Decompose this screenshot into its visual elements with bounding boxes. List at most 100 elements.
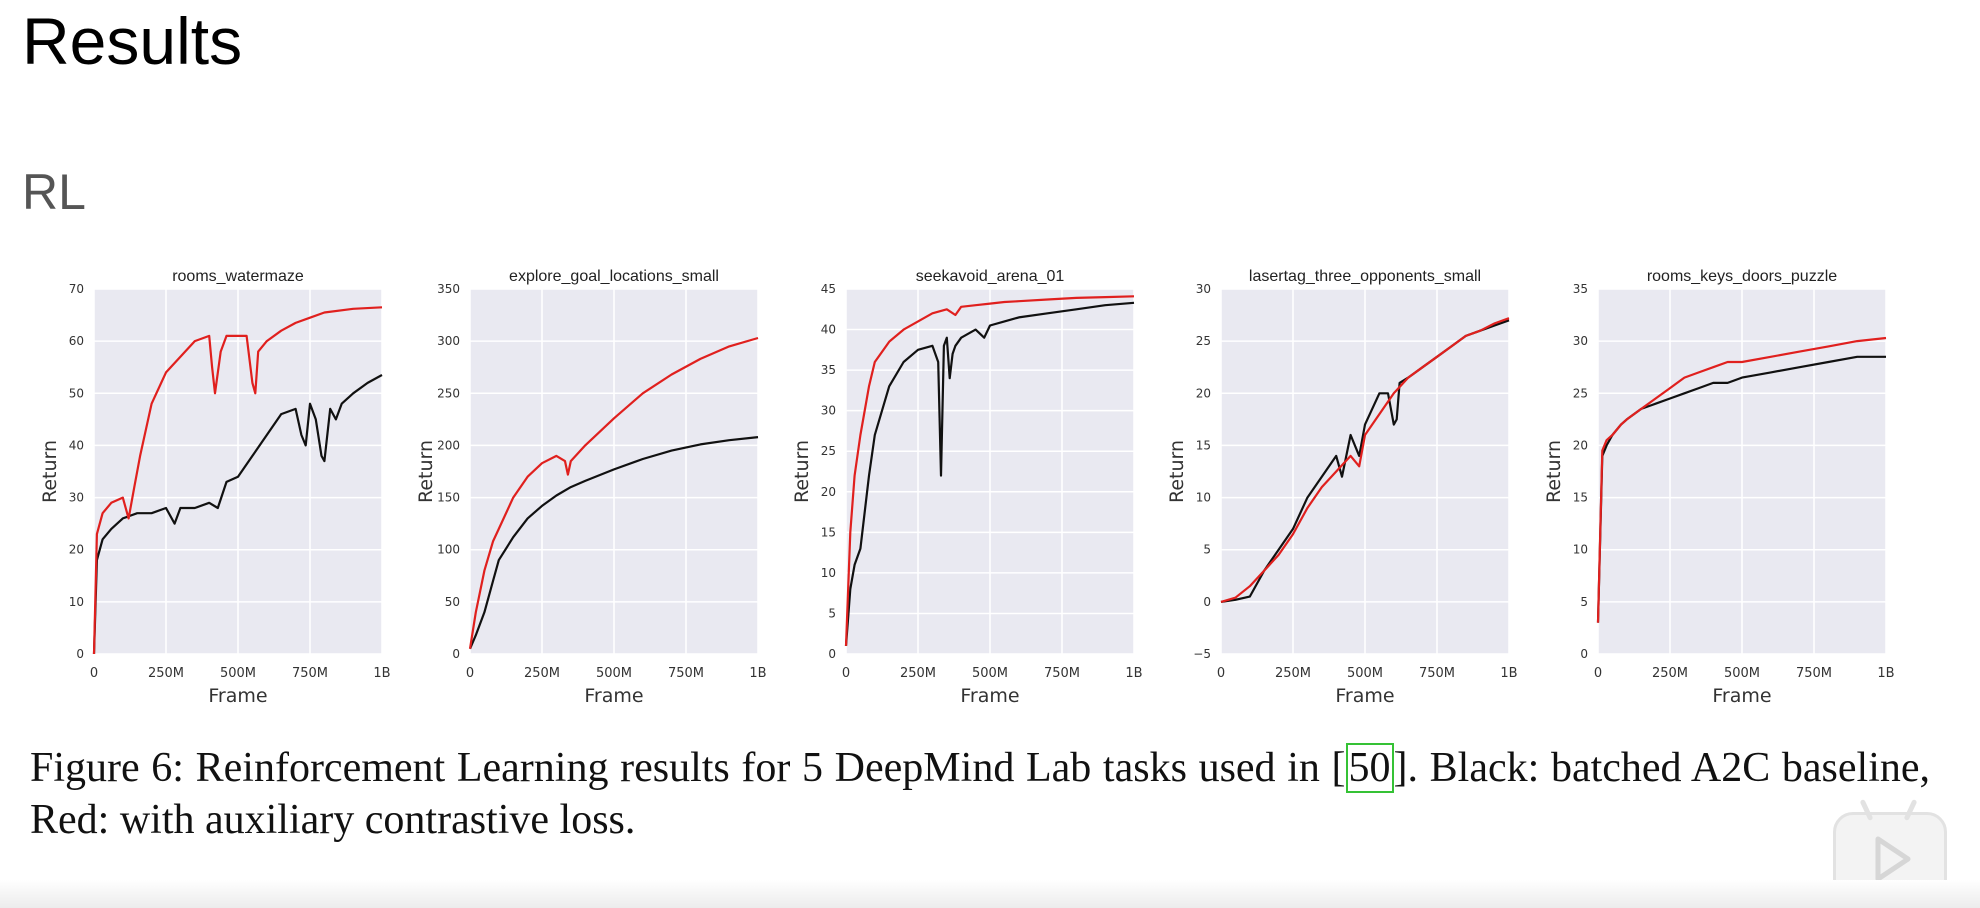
y-tick-label: −5 xyxy=(1193,647,1211,661)
x-tick-label: 1B xyxy=(1500,666,1517,681)
x-tick-label: 1B xyxy=(749,666,766,681)
x-tick-label: 750M xyxy=(668,666,704,681)
y-axis-label: Return xyxy=(39,440,61,503)
slide-title: Results xyxy=(22,4,243,78)
series-line-baseline xyxy=(468,436,759,650)
y-tick-label: 5 xyxy=(828,606,836,620)
y-tick-label: 20 xyxy=(1573,438,1588,452)
y-tick-label: 35 xyxy=(1573,282,1588,296)
chart-title: seekavoid_arena_01 xyxy=(916,268,1065,285)
y-axis-label: Return xyxy=(1543,440,1565,503)
x-tick-label: 750M xyxy=(1419,666,1455,681)
x-tick-label: 250M xyxy=(524,666,560,681)
series-line-baseline xyxy=(92,374,383,655)
y-tick-label: 10 xyxy=(1573,543,1588,557)
x-tick-label: 500M xyxy=(220,666,256,681)
chart-panel: seekavoid_arena_01 0 5 10 15 20 25 30 35 40 45 0 250… xyxy=(791,268,1143,707)
chart-panel: lasertag_three_opponents_small −5 0 5 10 15 20… xyxy=(1166,268,1518,707)
x-tick-label: 250M xyxy=(148,666,184,681)
y-tick-label: 250 xyxy=(437,386,460,400)
x-axis-label: Frame xyxy=(1335,685,1394,707)
x-axis-label: Frame xyxy=(1712,685,1771,707)
y-tick-label: 300 xyxy=(437,334,460,348)
y-axis-label: Return xyxy=(791,440,813,503)
x-tick-label: 750M xyxy=(292,666,328,681)
chart-title: rooms_watermaze xyxy=(172,268,304,285)
y-tick-label: 35 xyxy=(821,363,836,377)
y-tick-label: 10 xyxy=(821,566,836,580)
y-tick-label: 15 xyxy=(1196,438,1211,452)
series-line-contrastive xyxy=(844,295,1135,646)
y-tick-label: 30 xyxy=(1196,282,1211,296)
chart-panel: rooms_keys_doors_puzzle 0 5 10 15 20 25 30 35 0 25… xyxy=(1543,268,1895,707)
x-tick-label: 500M xyxy=(1347,666,1383,681)
x-tick-label: 0 xyxy=(842,666,850,681)
y-tick-label: 150 xyxy=(437,491,460,505)
caption-prefix: Figure 6: Reinforcement Learning results… xyxy=(30,745,1346,791)
y-tick-label: 20 xyxy=(1196,386,1211,400)
y-tick-label: 25 xyxy=(1196,334,1211,348)
chart-title: explore_goal_locations_small xyxy=(509,268,719,285)
x-tick-label: 750M xyxy=(1044,666,1080,681)
series-line-baseline xyxy=(844,301,1135,646)
y-tick-label: 30 xyxy=(69,491,84,505)
x-tick-label: 750M xyxy=(1796,666,1832,681)
y-tick-label: 200 xyxy=(437,438,460,452)
x-tick-label: 500M xyxy=(596,666,632,681)
citation-link[interactable]: 50 xyxy=(1345,743,1394,793)
x-tick-label: 0 xyxy=(1594,666,1602,681)
y-tick-label: 0 xyxy=(828,647,836,661)
y-tick-label: 20 xyxy=(821,485,836,499)
y-tick-label: 10 xyxy=(69,595,84,609)
chart-panel: rooms_watermaze 0 10 20 30 40 50 60 70 0 250M 500M 7… xyxy=(39,268,391,707)
series-line-contrastive xyxy=(468,336,759,649)
y-tick-label: 0 xyxy=(1580,647,1588,661)
y-tick-label: 40 xyxy=(69,438,84,452)
figure-caption: Figure 6: Reinforcement Learning results… xyxy=(30,742,1930,846)
series-line-contrastive xyxy=(1596,336,1887,623)
y-tick-label: 0 xyxy=(452,647,460,661)
y-tick-label: 40 xyxy=(821,323,836,337)
y-tick-label: 30 xyxy=(821,404,836,418)
page-bottom-shade xyxy=(0,880,1980,908)
x-axis-label: Frame xyxy=(960,685,1019,707)
y-tick-label: 25 xyxy=(821,444,836,458)
y-tick-label: 10 xyxy=(1196,491,1211,505)
y-tick-label: 45 xyxy=(821,282,836,296)
x-tick-label: 250M xyxy=(900,666,936,681)
chart-panel: explore_goal_locations_small 0 50 100 150 200… xyxy=(415,268,767,707)
y-axis-label: Return xyxy=(1166,440,1188,503)
y-tick-label: 5 xyxy=(1203,543,1211,557)
caption-suffix: ]. Black: batched A2C baseline, Red: wit… xyxy=(30,745,1930,843)
y-tick-label: 100 xyxy=(437,543,460,557)
x-tick-label: 500M xyxy=(972,666,1008,681)
x-tick-label: 500M xyxy=(1724,666,1760,681)
y-tick-label: 0 xyxy=(76,647,84,661)
y-tick-label: 30 xyxy=(1573,334,1588,348)
y-tick-label: 50 xyxy=(445,595,460,609)
chart-title: lasertag_three_opponents_small xyxy=(1249,268,1481,285)
y-tick-label: 50 xyxy=(69,386,84,400)
series-line-contrastive xyxy=(1220,317,1510,603)
y-tick-label: 15 xyxy=(1573,491,1588,505)
y-tick-label: 20 xyxy=(69,543,84,557)
x-tick-label: 1B xyxy=(1877,666,1894,681)
y-tick-label: 15 xyxy=(821,525,836,539)
chart-title: rooms_keys_doors_puzzle xyxy=(1647,268,1837,285)
x-tick-label: 0 xyxy=(1217,666,1225,681)
y-tick-label: 0 xyxy=(1203,595,1211,609)
x-axis-label: Frame xyxy=(208,685,267,707)
x-tick-label: 1B xyxy=(373,666,390,681)
y-tick-label: 25 xyxy=(1573,386,1588,400)
x-tick-label: 250M xyxy=(1652,666,1688,681)
y-tick-label: 60 xyxy=(69,334,84,348)
series-line-contrastive xyxy=(92,306,383,655)
x-tick-label: 250M xyxy=(1275,666,1311,681)
x-tick-label: 1B xyxy=(1125,666,1142,681)
x-axis-label: Frame xyxy=(584,685,643,707)
y-tick-label: 350 xyxy=(437,282,460,296)
y-tick-label: 70 xyxy=(69,282,84,296)
play-icon xyxy=(1875,836,1911,882)
section-label: RL xyxy=(22,164,86,220)
